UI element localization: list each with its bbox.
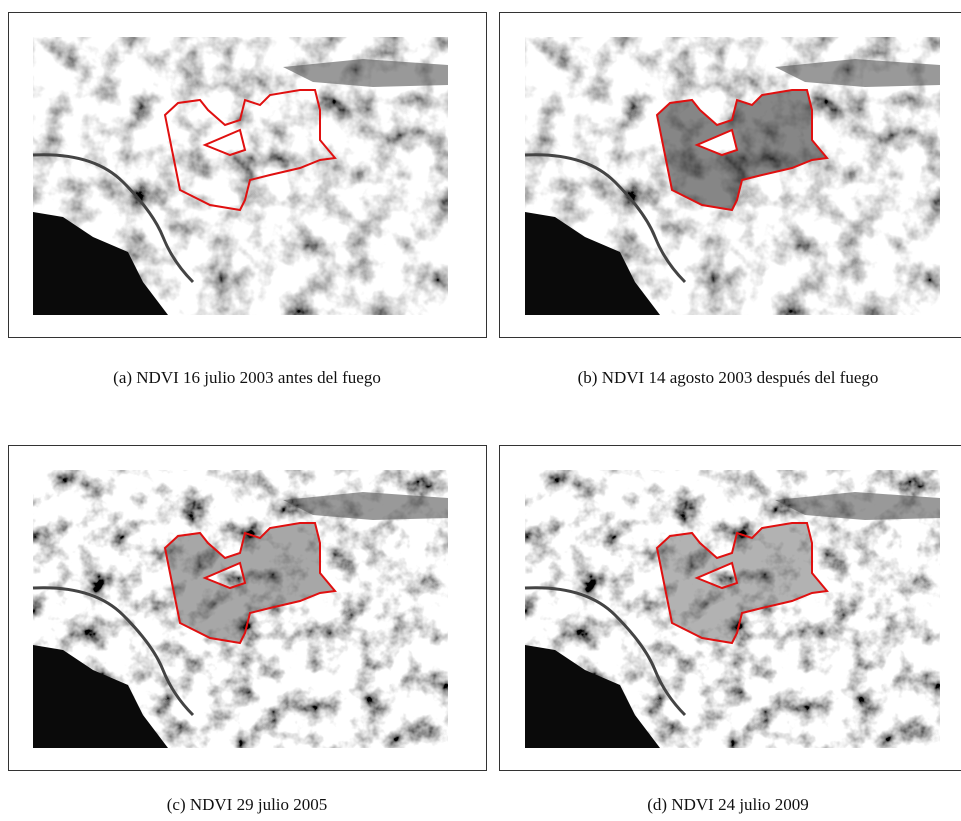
subfigure: (a) NDVI 16 julio 2003 antes del fuego <box>9 13 487 387</box>
ndvi-image <box>33 37 448 315</box>
caption: (c) NDVI 29 julio 2005 <box>167 795 328 814</box>
ndvi-image <box>33 470 448 748</box>
page: {"figures": [ {"caption": "(a) NDVI 16 j… <box>0 0 961 821</box>
ndvi-image <box>525 470 940 748</box>
subfigure: (c) NDVI 29 julio 2005 <box>9 446 487 814</box>
caption: (b) NDVI 14 agosto 2003 después del fueg… <box>578 368 879 387</box>
subfigure: (d) NDVI 24 julio 2009 <box>500 446 961 814</box>
subfigure: (b) NDVI 14 agosto 2003 después del fueg… <box>500 13 961 387</box>
figure: (a) NDVI 16 julio 2003 antes del fuego (b… <box>0 0 961 821</box>
ndvi-image <box>525 37 940 315</box>
caption: (d) NDVI 24 julio 2009 <box>647 795 808 814</box>
caption: (a) NDVI 16 julio 2003 antes del fuego <box>113 368 381 387</box>
